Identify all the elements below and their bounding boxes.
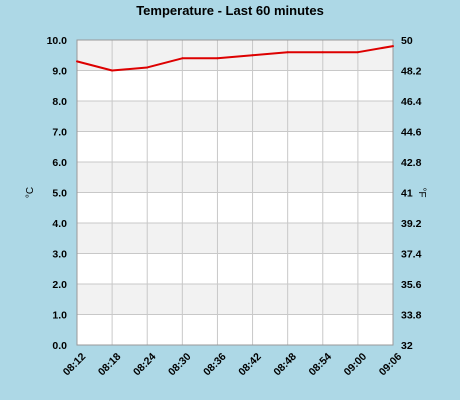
x-tick-label: 08:54: [307, 351, 335, 379]
data-point: [321, 51, 324, 54]
x-tick-label: 09:00: [342, 351, 370, 379]
y-tick-label-right: 37.4: [401, 249, 422, 261]
data-point: [286, 51, 289, 54]
plot-band: [77, 101, 393, 132]
y-axis-left-ticks: 0.0 1.0 2.0 3.0 4.0 5.0 6.0 7.0 8.0 9.0 10.0: [47, 35, 68, 352]
plot-bands: [77, 40, 393, 345]
data-point: [216, 57, 219, 60]
y-tick-label-right: 44.6: [401, 127, 422, 139]
plot-band: [77, 314, 393, 345]
data-point: [146, 66, 149, 69]
plot-band: [77, 284, 393, 315]
y-tick-label-left: 1.0: [52, 310, 67, 322]
data-point: [392, 45, 394, 48]
plot-band: [77, 70, 393, 101]
plot-band: [77, 223, 393, 254]
x-tick-label: 08:36: [201, 351, 229, 379]
y-tick-label-right: 46.4: [401, 96, 422, 108]
y-tick-label-left: 2.0: [52, 279, 67, 291]
x-tick-label: 08:18: [96, 351, 124, 379]
y-axis-left-label: °C: [25, 187, 36, 198]
y-tick-label-right: 35.6: [401, 279, 422, 291]
y-tick-label-right: 39.2: [401, 218, 422, 230]
series-points: [76, 45, 394, 72]
series-line: [76, 45, 394, 72]
y-tick-label-left: 3.0: [52, 249, 67, 261]
plot-band: [77, 192, 393, 223]
x-tick-label: 08:48: [271, 351, 299, 379]
plot-band: [77, 253, 393, 284]
x-tick-label: 08:42: [236, 351, 264, 379]
data-point: [181, 57, 184, 60]
y-tick-label-right: 42.8: [401, 157, 422, 169]
chart-title: Temperature - Last 60 minutes: [136, 3, 324, 18]
y-tick-label-right: 48.2: [401, 66, 422, 78]
x-tick-label: 08:24: [131, 351, 159, 379]
y-tick-label-right: 32: [401, 340, 413, 352]
y-tick-label-right: 41: [401, 188, 413, 200]
y-tick-label-left: 10.0: [47, 35, 68, 47]
y-axis-right-ticks: 32 33.8 35.6 37.4 39.2 41 42.8 44.6 46.4 48.2 50: [401, 35, 422, 352]
data-point: [251, 54, 254, 57]
plot-band: [77, 162, 393, 193]
x-tick-label: 09:06: [377, 351, 405, 379]
x-tick-label: 08:30: [166, 351, 194, 379]
y-tick-label-left: 4.0: [52, 218, 67, 230]
plot-band: [77, 40, 393, 71]
y-axis-right-label: °F: [416, 187, 427, 197]
plot-frame: [76, 39, 394, 346]
y-tick-label-left: 5.0: [52, 188, 67, 200]
y-tick-label-left: 9.0: [52, 66, 67, 78]
x-axis-ticks: 08:12 08:18 08:24 08:30 08:36 08:42 08:48 08:54…: [61, 351, 405, 379]
data-point: [111, 69, 114, 72]
x-tick-label: 08:12: [61, 351, 89, 379]
y-tick-label-right: 33.8: [401, 310, 422, 322]
data-point: [76, 60, 78, 63]
y-tick-label-left: 6.0: [52, 157, 67, 169]
y-tick-label-left: 8.0: [52, 96, 67, 108]
plot-band: [77, 131, 393, 162]
data-point: [356, 51, 359, 54]
y-tick-label-left: 7.0: [52, 127, 67, 139]
y-tick-label-right: 50: [401, 35, 413, 47]
y-tick-label-left: 0.0: [52, 340, 67, 352]
